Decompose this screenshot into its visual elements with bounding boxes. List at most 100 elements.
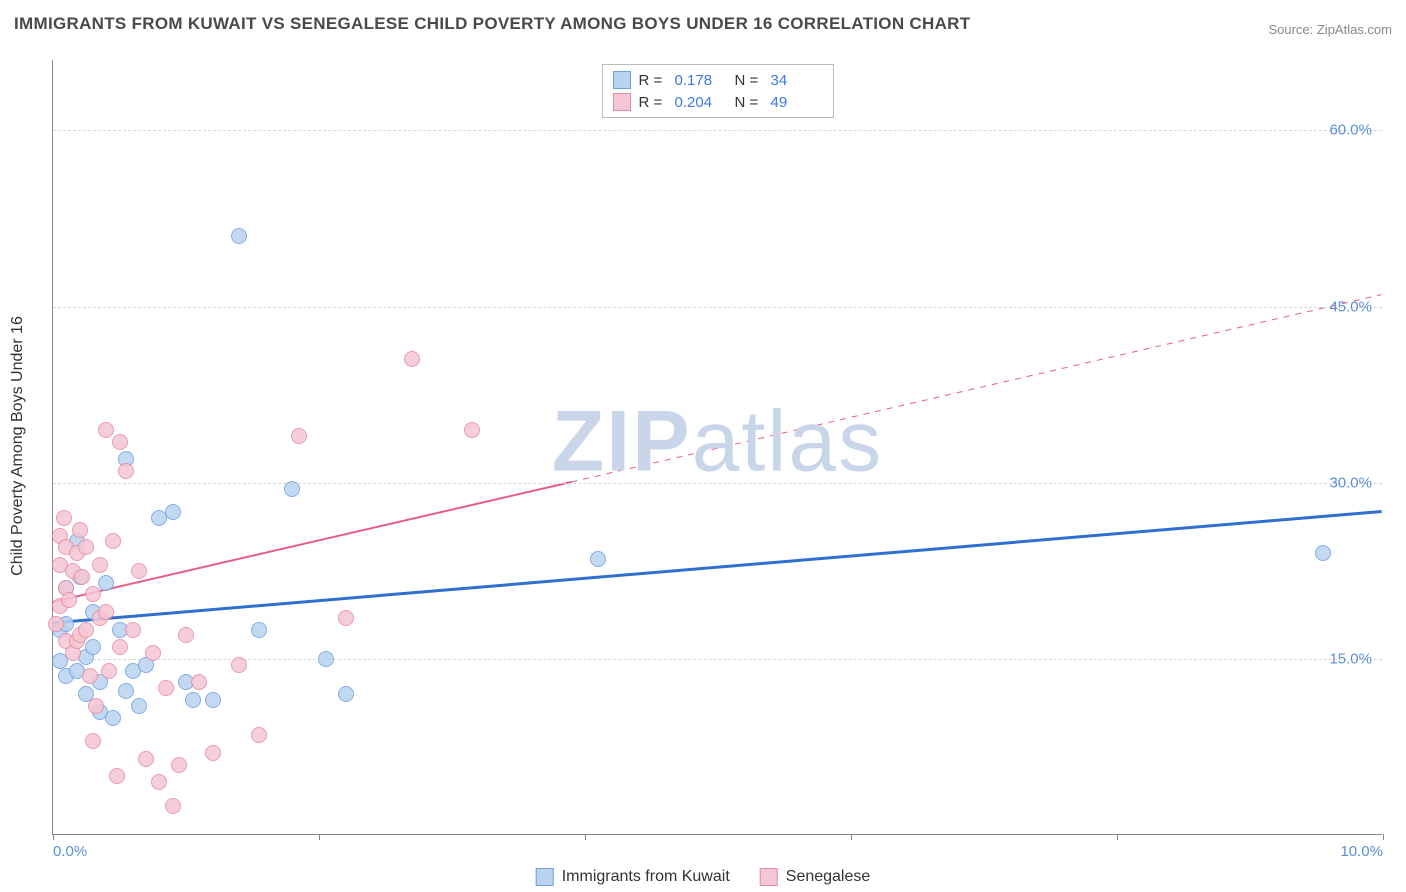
gridline	[53, 307, 1382, 308]
marker-senegalese	[125, 622, 141, 638]
legend-r-label: R =	[639, 72, 667, 89]
legend-r-label: R =	[639, 94, 667, 111]
marker-senegalese	[72, 522, 88, 538]
marker-senegalese	[105, 533, 121, 549]
marker-kuwait	[98, 575, 114, 591]
y-tick-label: 15.0%	[1329, 650, 1372, 667]
legend-swatch-kuwait	[536, 868, 554, 886]
legend-correlation-box: R = 0.178 N = 34 R = 0.204 N = 49	[602, 64, 834, 118]
marker-senegalese	[112, 434, 128, 450]
plot-area: R = 0.178 N = 34 R = 0.204 N = 49 ZIPatlas 15.0…	[52, 60, 1382, 835]
gridline	[53, 130, 1382, 131]
marker-senegalese	[92, 557, 108, 573]
legend-row-senegalese: R = 0.204 N = 49	[613, 91, 823, 113]
marker-senegalese	[151, 774, 167, 790]
marker-senegalese	[138, 751, 154, 767]
marker-senegalese	[88, 698, 104, 714]
chart-title: IMMIGRANTS FROM KUWAIT VS SENEGALESE CHI…	[14, 14, 970, 34]
marker-senegalese	[56, 510, 72, 526]
legend-n-value-kuwait: 34	[771, 72, 823, 89]
y-axis-label: Child Poverty Among Boys Under 16	[9, 316, 27, 576]
x-tick	[1117, 834, 1118, 840]
legend-swatch-senegalese	[760, 868, 778, 886]
x-tick	[851, 834, 852, 840]
watermark-rest: atlas	[692, 394, 884, 490]
watermark: ZIPatlas	[552, 393, 883, 492]
marker-senegalese	[48, 616, 64, 632]
marker-senegalese	[338, 610, 354, 626]
marker-senegalese	[165, 798, 181, 814]
marker-senegalese	[178, 627, 194, 643]
marker-kuwait	[165, 504, 181, 520]
marker-senegalese	[231, 657, 247, 673]
legend-n-label: N =	[735, 72, 763, 89]
marker-senegalese	[85, 586, 101, 602]
marker-senegalese	[145, 645, 161, 661]
legend-n-value-senegalese: 49	[771, 94, 823, 111]
marker-senegalese	[61, 592, 77, 608]
marker-senegalese	[85, 733, 101, 749]
x-tick	[319, 834, 320, 840]
legend-item-kuwait: Immigrants from Kuwait	[536, 868, 730, 886]
x-tick	[585, 834, 586, 840]
marker-senegalese	[98, 604, 114, 620]
marker-kuwait	[231, 228, 247, 244]
legend-swatch-kuwait	[613, 71, 631, 89]
y-tick-label: 30.0%	[1329, 474, 1372, 491]
trend-line-senegalese-dashed	[571, 295, 1381, 482]
marker-senegalese	[171, 757, 187, 773]
marker-senegalese	[464, 422, 480, 438]
legend-r-value-kuwait: 0.178	[675, 72, 727, 89]
marker-kuwait	[205, 692, 221, 708]
source-attribution: Source: ZipAtlas.com	[1268, 22, 1392, 37]
marker-senegalese	[98, 422, 114, 438]
marker-kuwait	[590, 551, 606, 567]
marker-senegalese	[78, 622, 94, 638]
marker-senegalese	[74, 569, 90, 585]
marker-senegalese	[158, 680, 174, 696]
marker-senegalese	[404, 351, 420, 367]
trend-line-senegalese	[53, 482, 571, 602]
x-tick-label: 0.0%	[53, 843, 87, 860]
marker-senegalese	[191, 674, 207, 690]
marker-senegalese	[82, 668, 98, 684]
x-tick-label: 10.0%	[1340, 843, 1383, 860]
marker-kuwait	[105, 710, 121, 726]
trend-line-kuwait	[53, 512, 1381, 623]
legend-label-kuwait: Immigrants from Kuwait	[562, 868, 730, 886]
marker-senegalese	[118, 463, 134, 479]
trend-lines-svg	[53, 60, 1382, 834]
marker-senegalese	[205, 745, 221, 761]
marker-kuwait	[1315, 545, 1331, 561]
x-tick	[1383, 834, 1384, 840]
legend-item-senegalese: Senegalese	[760, 868, 871, 886]
watermark-bold: ZIP	[552, 394, 692, 490]
legend-label-senegalese: Senegalese	[786, 868, 871, 886]
y-tick-label: 60.0%	[1329, 122, 1372, 139]
marker-senegalese	[101, 663, 117, 679]
marker-senegalese	[112, 639, 128, 655]
marker-senegalese	[251, 727, 267, 743]
marker-senegalese	[291, 428, 307, 444]
legend-row-kuwait: R = 0.178 N = 34	[613, 69, 823, 91]
source-link[interactable]: ZipAtlas.com	[1317, 22, 1392, 37]
marker-kuwait	[118, 683, 134, 699]
marker-kuwait	[284, 481, 300, 497]
gridline	[53, 659, 1382, 660]
marker-kuwait	[318, 651, 334, 667]
legend-n-label: N =	[735, 94, 763, 111]
y-tick-label: 45.0%	[1329, 298, 1372, 315]
marker-kuwait	[85, 639, 101, 655]
gridline	[53, 483, 1382, 484]
marker-senegalese	[131, 563, 147, 579]
legend-swatch-senegalese	[613, 93, 631, 111]
marker-kuwait	[338, 686, 354, 702]
marker-kuwait	[131, 698, 147, 714]
source-prefix: Source:	[1268, 22, 1316, 37]
marker-senegalese	[109, 768, 125, 784]
marker-kuwait	[185, 692, 201, 708]
legend-series: Immigrants from Kuwait Senegalese	[536, 868, 871, 886]
legend-r-value-senegalese: 0.204	[675, 94, 727, 111]
x-tick	[53, 834, 54, 840]
marker-kuwait	[251, 622, 267, 638]
